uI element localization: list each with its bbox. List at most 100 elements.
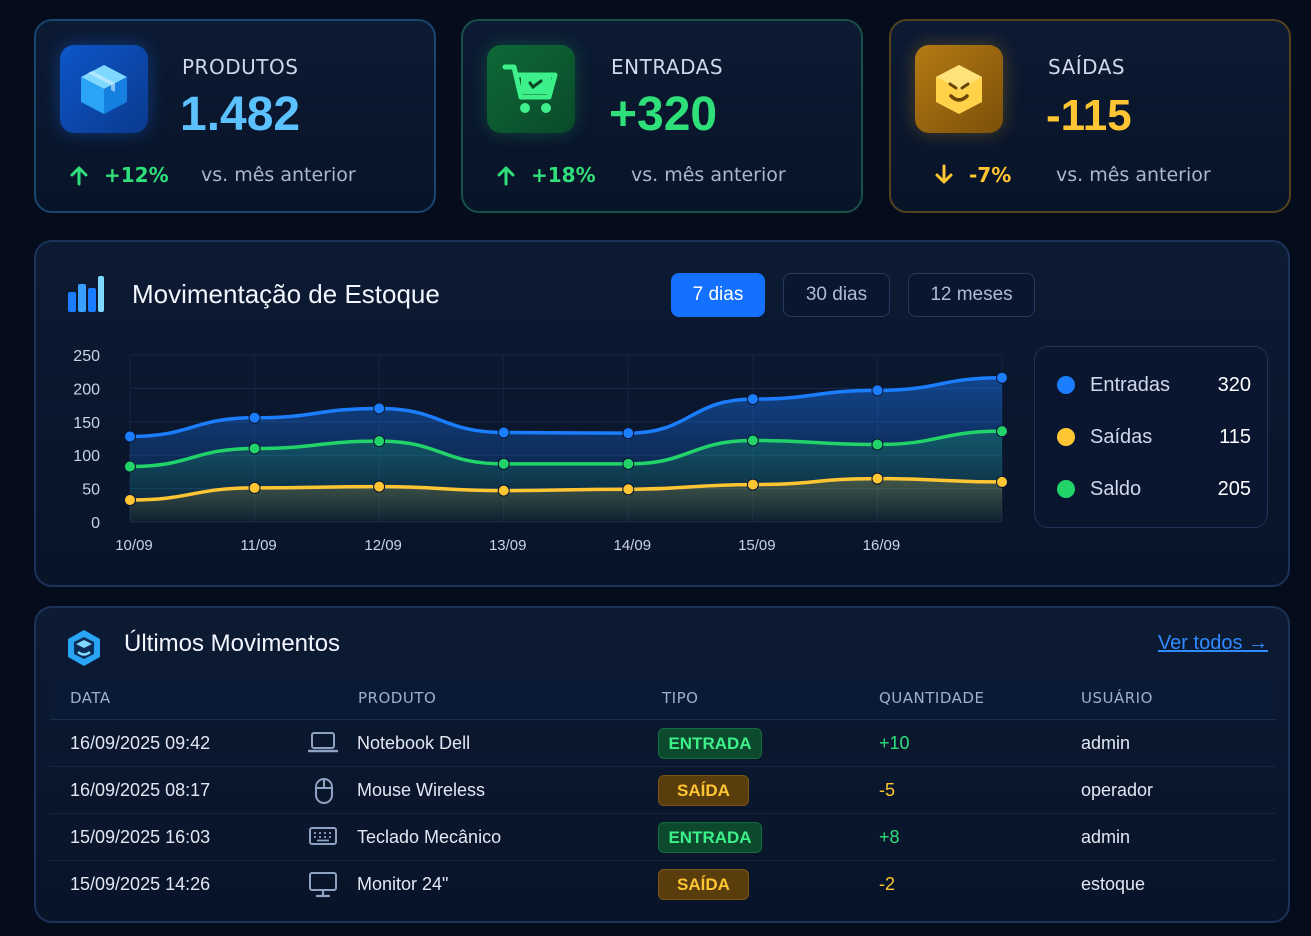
data-point bbox=[497, 484, 510, 497]
cell-date: 16/09/2025 09:42 bbox=[70, 733, 211, 753]
data-point bbox=[746, 478, 759, 491]
bar-chart-icon bbox=[66, 274, 106, 318]
legend-dot bbox=[1057, 480, 1075, 498]
box-badge-icon bbox=[66, 628, 102, 672]
y-tick-label: 100 bbox=[73, 448, 100, 465]
column-header-quantity: QUANTIDADE bbox=[879, 689, 985, 707]
type-badge-saida: SAÍDA bbox=[658, 869, 749, 900]
cell-date: 15/09/2025 16:03 bbox=[70, 827, 211, 847]
kpi-trend: +12% bbox=[68, 163, 169, 187]
data-point bbox=[124, 460, 136, 473]
data-point bbox=[373, 480, 386, 493]
cell-user: admin bbox=[1081, 733, 1131, 753]
cell-product: Notebook Dell bbox=[357, 733, 471, 753]
legend-dot bbox=[1057, 376, 1075, 394]
kpi-trend-value: +12% bbox=[104, 163, 169, 187]
y-tick-label: 50 bbox=[82, 482, 100, 499]
kpi-card-entradas: ENTRADAS +320 +18% vs. mês anterior bbox=[461, 19, 863, 213]
range-button-30-days[interactable]: 30 dias bbox=[783, 273, 890, 317]
x-tick-label: 13/09 bbox=[489, 537, 527, 554]
table-header: DATA PRODUTO TIPO QUANTIDADE USUÁRIO bbox=[50, 676, 1276, 720]
data-point bbox=[497, 426, 510, 439]
y-tick-label: 200 bbox=[73, 381, 100, 398]
data-point bbox=[373, 402, 386, 415]
see-all-link[interactable]: Ver todos → bbox=[1157, 632, 1268, 654]
stock-movement-panel: Movimentação de Estoque 7 dias 30 dias 1… bbox=[34, 240, 1290, 587]
kpi-value: -115 bbox=[1046, 91, 1132, 140]
stock-movement-chart: 0 50 100 150 200 250 10/09 11/09 12/09 13/09 14/09… bbox=[73, 348, 1008, 554]
legend-item-saidas: Saídas 115 bbox=[1057, 422, 1251, 452]
data-point bbox=[622, 483, 635, 496]
data-point bbox=[622, 427, 635, 440]
cell-quantity: +10 bbox=[879, 733, 910, 753]
cell-date: 16/09/2025 08:17 bbox=[70, 780, 211, 800]
type-badge-saida: SAÍDA bbox=[658, 775, 749, 806]
x-tick-label: 14/09 bbox=[614, 537, 652, 554]
x-tick-label: 15/09 bbox=[738, 537, 776, 554]
range-button-12-months[interactable]: 12 meses bbox=[908, 273, 1035, 317]
kpi-value: 1.482 bbox=[180, 88, 301, 141]
kpi-label: SAÍDAS bbox=[1048, 55, 1126, 79]
range-button-7-days[interactable]: 7 dias bbox=[671, 273, 765, 317]
cell-user: admin bbox=[1081, 827, 1131, 847]
kpi-trend: +18% bbox=[495, 163, 596, 187]
keyboard-icon bbox=[308, 824, 338, 852]
kpi-trend: -7% bbox=[933, 163, 1011, 187]
data-point bbox=[996, 371, 1008, 384]
kpi-value: +320 bbox=[609, 88, 718, 141]
column-header-type: TIPO bbox=[662, 689, 699, 707]
cell-quantity: +8 bbox=[879, 827, 900, 847]
legend-value: 205 bbox=[1217, 477, 1251, 500]
table-row[interactable]: 16/09/2025 09:42 Notebook Dell ENTRADA +… bbox=[50, 720, 1276, 767]
cell-product: Mouse Wireless bbox=[357, 780, 486, 800]
kpi-label: PRODUTOS bbox=[182, 55, 299, 79]
monitor-icon bbox=[308, 871, 338, 903]
table-row[interactable]: 15/09/2025 16:03 Teclado Mecânico ENTRAD… bbox=[50, 814, 1276, 861]
arrow-down-icon bbox=[935, 164, 953, 184]
data-point bbox=[871, 384, 884, 397]
legend-value: 320 bbox=[1217, 373, 1251, 396]
y-tick-label: 150 bbox=[73, 415, 100, 432]
type-badge-entrada: ENTRADA bbox=[658, 822, 762, 853]
y-tick-label: 250 bbox=[73, 348, 100, 365]
cart-icon bbox=[487, 45, 575, 133]
kpi-label: ENTRADAS bbox=[611, 55, 724, 79]
data-point bbox=[622, 457, 635, 470]
x-tick-label: 11/09 bbox=[240, 537, 276, 554]
kpi-card-saidas: SAÍDAS -115 -7% vs. mês anterior bbox=[889, 19, 1291, 213]
x-tick-label: 16/09 bbox=[863, 537, 901, 554]
cell-date: 15/09/2025 14:26 bbox=[70, 874, 211, 894]
cell-quantity: -5 bbox=[879, 780, 896, 800]
kpi-card-produtos: PRODUTOS 1.482 +12% vs. mês anterior bbox=[34, 19, 436, 213]
data-point bbox=[248, 442, 261, 455]
box-icon bbox=[60, 45, 148, 133]
chart-legend: Entradas 320 Saídas 115 Saldo 205 bbox=[1034, 346, 1268, 528]
series-area bbox=[130, 478, 1002, 522]
data-point bbox=[996, 475, 1008, 488]
table-row[interactable]: 16/09/2025 08:17 Mouse Wireless SAÍDA -5… bbox=[50, 767, 1276, 814]
data-point bbox=[248, 411, 261, 424]
type-badge-entrada: ENTRADA bbox=[658, 728, 762, 759]
cell-user: estoque bbox=[1081, 874, 1146, 894]
arrow-up-icon bbox=[497, 166, 515, 186]
series-line bbox=[129, 476, 1003, 502]
data-point bbox=[373, 435, 386, 448]
legend-name: Entradas bbox=[1090, 373, 1171, 396]
cell-user: operador bbox=[1081, 780, 1154, 800]
panel-title: Movimentação de Estoque bbox=[132, 279, 440, 309]
legend-name: Saldo bbox=[1090, 477, 1142, 500]
kpi-trend-value: +18% bbox=[531, 163, 596, 187]
table-row[interactable]: 15/09/2025 14:26 Monitor 24" SAÍDA -2 es… bbox=[50, 861, 1276, 908]
series-line bbox=[129, 375, 1003, 439]
laptop-icon bbox=[307, 730, 339, 760]
x-tick-label: 12/09 bbox=[364, 537, 402, 554]
data-point bbox=[746, 393, 759, 406]
data-point bbox=[746, 434, 759, 447]
kpi-compare: vs. mês anterior bbox=[1056, 164, 1211, 186]
legend-value: 115 bbox=[1219, 425, 1251, 448]
data-point bbox=[871, 438, 884, 451]
mouse-icon bbox=[314, 777, 334, 809]
x-tick-label: 10/09 bbox=[115, 537, 153, 554]
column-header-date: DATA bbox=[70, 689, 111, 707]
y-tick-label: 0 bbox=[91, 515, 100, 532]
